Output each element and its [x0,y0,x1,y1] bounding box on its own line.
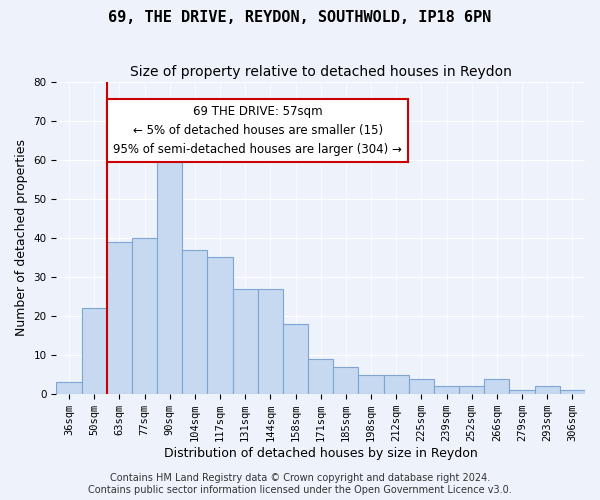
Bar [434,386,459,394]
Bar [560,390,585,394]
Bar [358,374,383,394]
Bar [409,378,434,394]
Bar [383,374,409,394]
Bar [107,242,132,394]
Bar [182,250,208,394]
Bar [56,382,82,394]
Bar [283,324,308,394]
X-axis label: Distribution of detached houses by size in Reydon: Distribution of detached houses by size … [164,447,478,460]
Bar [157,148,182,394]
Bar [82,308,107,394]
Bar [308,359,333,394]
Bar [208,258,233,394]
Bar [459,386,484,394]
Bar [333,367,358,394]
Y-axis label: Number of detached properties: Number of detached properties [15,140,28,336]
Title: Size of property relative to detached houses in Reydon: Size of property relative to detached ho… [130,65,512,79]
Text: Contains HM Land Registry data © Crown copyright and database right 2024.
Contai: Contains HM Land Registry data © Crown c… [88,474,512,495]
Text: 69, THE DRIVE, REYDON, SOUTHWOLD, IP18 6PN: 69, THE DRIVE, REYDON, SOUTHWOLD, IP18 6… [109,10,491,25]
Bar [132,238,157,394]
Bar [258,288,283,394]
Bar [233,288,258,394]
Bar [509,390,535,394]
Text: 69 THE DRIVE: 57sqm
← 5% of detached houses are smaller (15)
95% of semi-detache: 69 THE DRIVE: 57sqm ← 5% of detached hou… [113,105,402,156]
Bar [484,378,509,394]
Bar [535,386,560,394]
